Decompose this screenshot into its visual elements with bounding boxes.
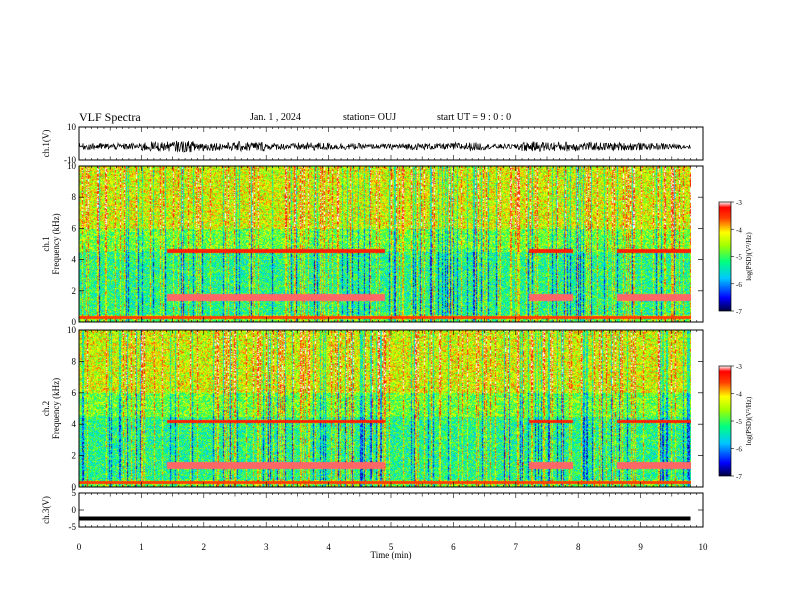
y-tick-label: -10: [64, 155, 76, 165]
y-tick-label: 4: [72, 255, 77, 265]
y-axis-label: ch.3(V): [41, 496, 51, 524]
colorbar: [718, 201, 732, 312]
panel-frame-4: [78, 492, 704, 528]
colorbar: [718, 365, 732, 477]
y-tick-label: 6: [72, 223, 77, 233]
x-tick-label: 8: [576, 542, 581, 552]
colorbar-tick-label: -7: [736, 308, 742, 316]
x-tick-label: 2: [202, 542, 207, 552]
y-tick-label: 2: [72, 451, 77, 461]
y-axis-label: ch.1(V): [41, 130, 51, 158]
x-tick-label: 1: [139, 542, 144, 552]
x-tick-label: 3: [264, 542, 269, 552]
y-tick-label: -5: [69, 522, 77, 532]
y-tick-label: 0: [72, 505, 77, 515]
colorbar-label: log(PSD)(V²/Hz): [745, 396, 753, 445]
ch2-spectrogram-image: [79, 330, 691, 487]
colorbar-tick-label: -4: [736, 391, 742, 399]
y-tick-label: 0: [72, 482, 77, 492]
colorbar-tick-label: -4: [736, 226, 742, 234]
colorbar-tick-label: -3: [736, 363, 742, 371]
chart-title: VLF Spectra: [79, 110, 141, 124]
x-tick-label: 7: [514, 542, 519, 552]
colorbar-tick-label: -3: [736, 199, 742, 207]
start-time-label: start UT = 9 : 0 : 0: [437, 112, 512, 123]
x-tick-label: 0: [77, 542, 82, 552]
y-tick-label: 10: [67, 325, 77, 335]
ch1-waveform-trace: [78, 140, 691, 153]
y-axis-label: Frequency (kHz): [51, 213, 61, 274]
colorbar-label: log(PSD)(V²/Hz): [745, 232, 753, 281]
x-tick-label: 9: [638, 542, 643, 552]
y-tick-label: 6: [72, 388, 77, 398]
colorbar-tick-label: -6: [736, 446, 742, 454]
colorbar-tick-label: -5: [736, 418, 742, 426]
y-tick-label: 2: [72, 286, 77, 296]
date-label: Jan. 1 , 2024: [250, 112, 301, 123]
x-tick-label: 10: [699, 542, 709, 552]
y-tick-label: 8: [72, 356, 77, 366]
y-tick-label: 10: [67, 161, 77, 171]
ch1-spectrogram-image: [79, 166, 691, 322]
colorbar-tick-label: -7: [736, 473, 742, 481]
x-axis-label: Time (min): [371, 550, 412, 560]
station-label: station= OUJ: [343, 112, 397, 123]
y-axis-label: ch.2: [41, 401, 51, 416]
y-tick-label: 10: [67, 122, 77, 132]
y-tick-label: 0: [72, 317, 77, 327]
y-tick-label: 4: [72, 419, 77, 429]
colorbar-tick-label: -5: [736, 254, 742, 262]
y-tick-label: 8: [72, 192, 77, 202]
x-tick-label: 5: [389, 542, 394, 552]
y-tick-label: 5: [72, 488, 77, 498]
colorbar-tick-label: -6: [736, 281, 742, 289]
y-axis-label: ch.1: [41, 236, 51, 251]
x-tick-label: 6: [451, 542, 456, 552]
y-axis-label: Frequency (kHz): [51, 378, 61, 439]
x-tick-label: 4: [326, 542, 331, 552]
